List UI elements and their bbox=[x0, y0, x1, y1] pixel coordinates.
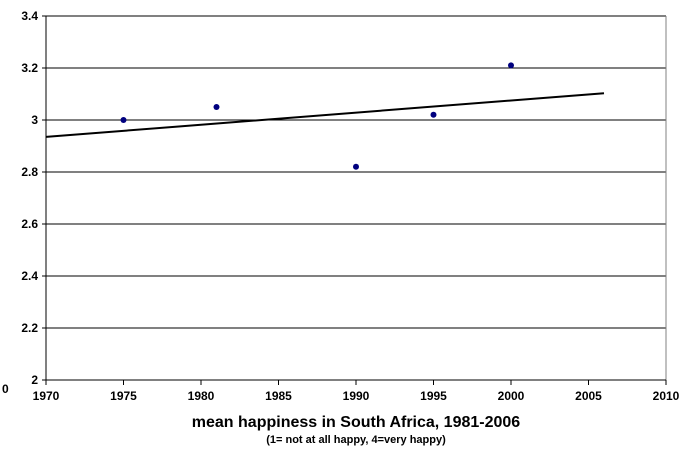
x-tick-label: 2010 bbox=[653, 389, 680, 403]
x-tick-label: 1995 bbox=[420, 389, 447, 403]
trendline-group bbox=[45, 92, 605, 138]
data-point bbox=[213, 104, 220, 110]
x-tick-label: 1980 bbox=[188, 389, 215, 403]
y-tick-label: 2.8 bbox=[21, 165, 38, 179]
y-tick-label: 2 bbox=[31, 373, 38, 387]
data-point bbox=[353, 163, 359, 170]
x-tick-label: 1975 bbox=[110, 389, 137, 403]
y-tick-label: 2.2 bbox=[21, 321, 38, 335]
data-points bbox=[120, 62, 514, 170]
data-point bbox=[430, 111, 437, 118]
data-point bbox=[120, 117, 127, 123]
x-tick-label: 2000 bbox=[498, 389, 525, 403]
axes bbox=[45, 16, 667, 381]
y-tick-label: 3 bbox=[31, 113, 38, 127]
trendline bbox=[45, 92, 605, 138]
gridlines bbox=[46, 15, 666, 329]
corner-label: 0 bbox=[2, 382, 9, 396]
x-axis-subtitle: (1= not at all happy, 4=very happy) bbox=[266, 434, 446, 446]
x-tick-label: 1990 bbox=[343, 389, 370, 403]
x-tick-label: 1970 bbox=[33, 389, 60, 403]
y-tick-label: 3.4 bbox=[21, 9, 38, 23]
y-axis-ticks: 2 2.2 2.4 2.6 2.8 3 3.2 3.4 bbox=[21, 9, 46, 387]
x-tick-label: 1985 bbox=[265, 389, 292, 403]
x-tick-label: 2005 bbox=[575, 389, 602, 403]
data-point bbox=[508, 62, 514, 69]
x-axis-ticks: 1970 1975 1980 1985 1990 1995 2000 2005 2010 bbox=[33, 380, 680, 403]
y-tick-label: 2.4 bbox=[21, 269, 38, 283]
y-tick-label: 2.6 bbox=[21, 217, 38, 231]
x-axis-title: mean happiness in South Africa, 1981-200… bbox=[192, 414, 521, 431]
y-tick-label: 3.2 bbox=[21, 61, 38, 75]
